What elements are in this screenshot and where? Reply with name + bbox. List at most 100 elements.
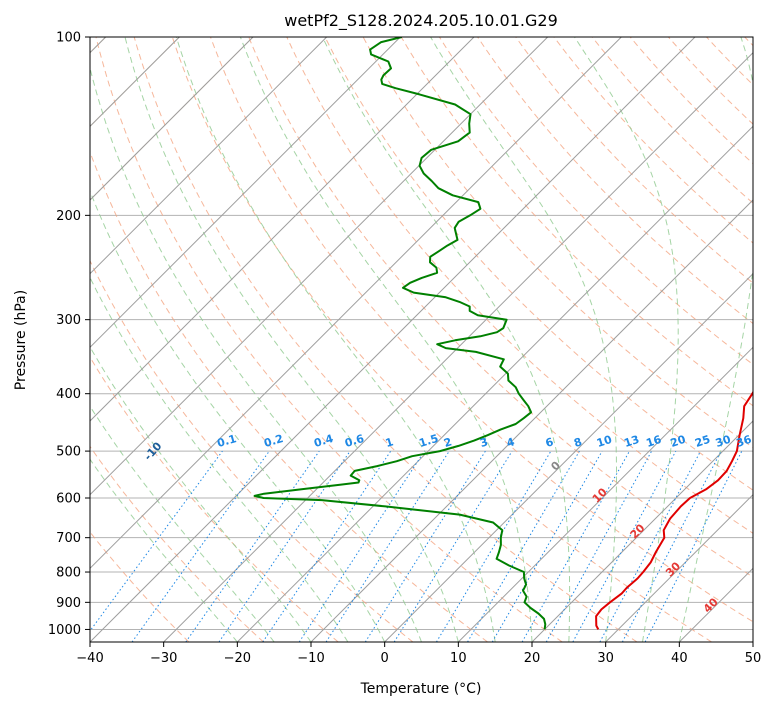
plot-area: 0.10.20.40.611.52346810131620253036-100-…: [90, 37, 754, 642]
mixing-ratio-line: [491, 450, 603, 642]
isotherm-line: [605, 493, 753, 642]
y-tick-label: 600: [56, 492, 81, 507]
moist-adiabat-line: [124, 37, 459, 642]
y-tick-label: 800: [56, 566, 81, 581]
mixing-ratio-label: 30: [714, 433, 733, 450]
y-axis-ticks: 1000 900 800 700 600 500 400 300 200 100: [48, 31, 90, 638]
isotherm-line: [90, 37, 475, 422]
mixing-ratio-label: 8: [572, 435, 583, 450]
moist-adiabat-line: [90, 65, 422, 642]
mixing-ratio-label: 0.1: [216, 432, 238, 450]
x-tick-label: 30: [597, 651, 614, 666]
dry-adiabats: [90, 37, 753, 642]
dry-adiabat-line: [400, 37, 753, 407]
isotherms: [90, 37, 753, 642]
moist-adiabat-line: [239, 37, 533, 642]
mixing-ratio-label: 16: [644, 433, 663, 450]
mixing-ratio-line: [218, 450, 351, 642]
x-tick-label: −20: [224, 651, 251, 666]
x-axis-label: Temperature (°C): [360, 681, 482, 697]
isotherm-line: [531, 420, 753, 642]
moist-adiabat-line: [678, 37, 753, 642]
mixing-ratio-label: 20: [669, 433, 688, 450]
mixing-ratio-label: 1: [384, 435, 395, 450]
moist-adiabat-line: [90, 458, 238, 642]
dry-adiabat-line: [90, 259, 414, 642]
dry-adiabat-line: [477, 37, 753, 325]
x-tick-label: −40: [76, 651, 103, 666]
mixing-ratio-line: [393, 450, 513, 642]
plot-labels: 0.10.20.40.611.52346810131620253036-100-…: [141, 432, 754, 616]
dry-adiabat-line: [210, 37, 753, 623]
dry-adiabat-line: [133, 37, 638, 642]
mixing-ratio-line: [325, 450, 450, 642]
x-tick-label: 10: [450, 651, 467, 666]
mixing-ratio-label: 13: [622, 433, 641, 450]
dry-adiabat-line: [515, 37, 753, 284]
dry-adiabat-line: [90, 445, 264, 642]
isotherm-line: [90, 37, 549, 496]
mixing-ratio-label: 0.6: [343, 432, 366, 450]
y-tick-label: 400: [56, 387, 81, 402]
isotherm-line: [90, 37, 328, 275]
isotherm-line: [310, 199, 753, 642]
y-tick-label: 900: [56, 596, 81, 611]
y-tick-label: 200: [56, 209, 81, 224]
x-tick-label: 50: [745, 651, 762, 666]
y-tick-label: 700: [56, 531, 81, 546]
isotherm-line: [90, 37, 622, 570]
moist-adiabat-line: [175, 37, 496, 642]
x-tick-label: 20: [524, 651, 541, 666]
mixing-ratio-line: [364, 450, 486, 642]
moist-adiabat-line: [90, 276, 349, 642]
mixing-ratio-label: 2: [442, 435, 453, 450]
mixing-ratio-lines: [90, 450, 743, 642]
isotherm-line: [236, 125, 753, 642]
x-tick-label: 40: [671, 651, 688, 666]
isotherm-line: [90, 37, 254, 201]
chart-title: wetPf2_S128.2024.205.10.01.G29: [284, 11, 558, 31]
y-tick-label: 1000: [48, 623, 81, 638]
mixing-ratio-line: [545, 450, 653, 642]
dry-adiabat-line: [629, 37, 753, 165]
mixing-ratio-line: [435, 450, 552, 642]
mixing-ratio-label: 0.4: [312, 432, 335, 450]
isotherm-line: [457, 346, 753, 642]
temperature-profile-line: [595, 390, 753, 630]
dry-adiabat-line: [324, 37, 753, 491]
mixing-ratio-label: 6: [544, 435, 556, 450]
mixing-ratio-line: [572, 450, 677, 642]
series-layer: [253, 37, 753, 630]
mixing-ratio-label: 25: [693, 433, 712, 450]
y-tick-label: 300: [56, 313, 81, 328]
dry-adiabat-line: [591, 37, 753, 204]
moist-adiabat-line: [90, 405, 275, 642]
isotherm-line: [90, 37, 696, 642]
x-tick-label: 0: [381, 651, 389, 666]
mixing-ratio-label: 0.2: [262, 432, 284, 450]
mixing-ratio-label: 3: [478, 435, 489, 450]
y-tick-label: 100: [56, 31, 81, 46]
moist-adiabat-line: [430, 37, 617, 642]
mixing-ratio-label: 4: [505, 435, 517, 450]
x-tick-label: −30: [150, 651, 177, 666]
moist-adiabat-line: [574, 37, 679, 642]
mixing-ratio-label: 36: [735, 433, 754, 450]
dry-adiabat-line: [95, 37, 563, 642]
x-tick-label: −10: [297, 651, 324, 666]
mixing-ratio-label: 1.5: [418, 432, 440, 450]
mixing-ratio-line: [185, 450, 320, 642]
plot-frame: [89, 36, 754, 643]
x-axis-ticks: −40 −30 −20 −10 0 10 20 30 40 50: [76, 642, 761, 666]
dewpoint-profile-line: [253, 37, 547, 630]
mixing-ratio-label: 10: [595, 433, 614, 450]
dry-adiabat-line: [248, 37, 753, 578]
mixing-ratio-line: [467, 450, 580, 642]
dry-adiabat-line: [171, 37, 712, 642]
isotherm-line: [384, 272, 753, 642]
isotherm-line: [90, 37, 401, 349]
y-tick-label: 500: [56, 445, 81, 460]
moist-adiabat-line: [90, 189, 386, 642]
